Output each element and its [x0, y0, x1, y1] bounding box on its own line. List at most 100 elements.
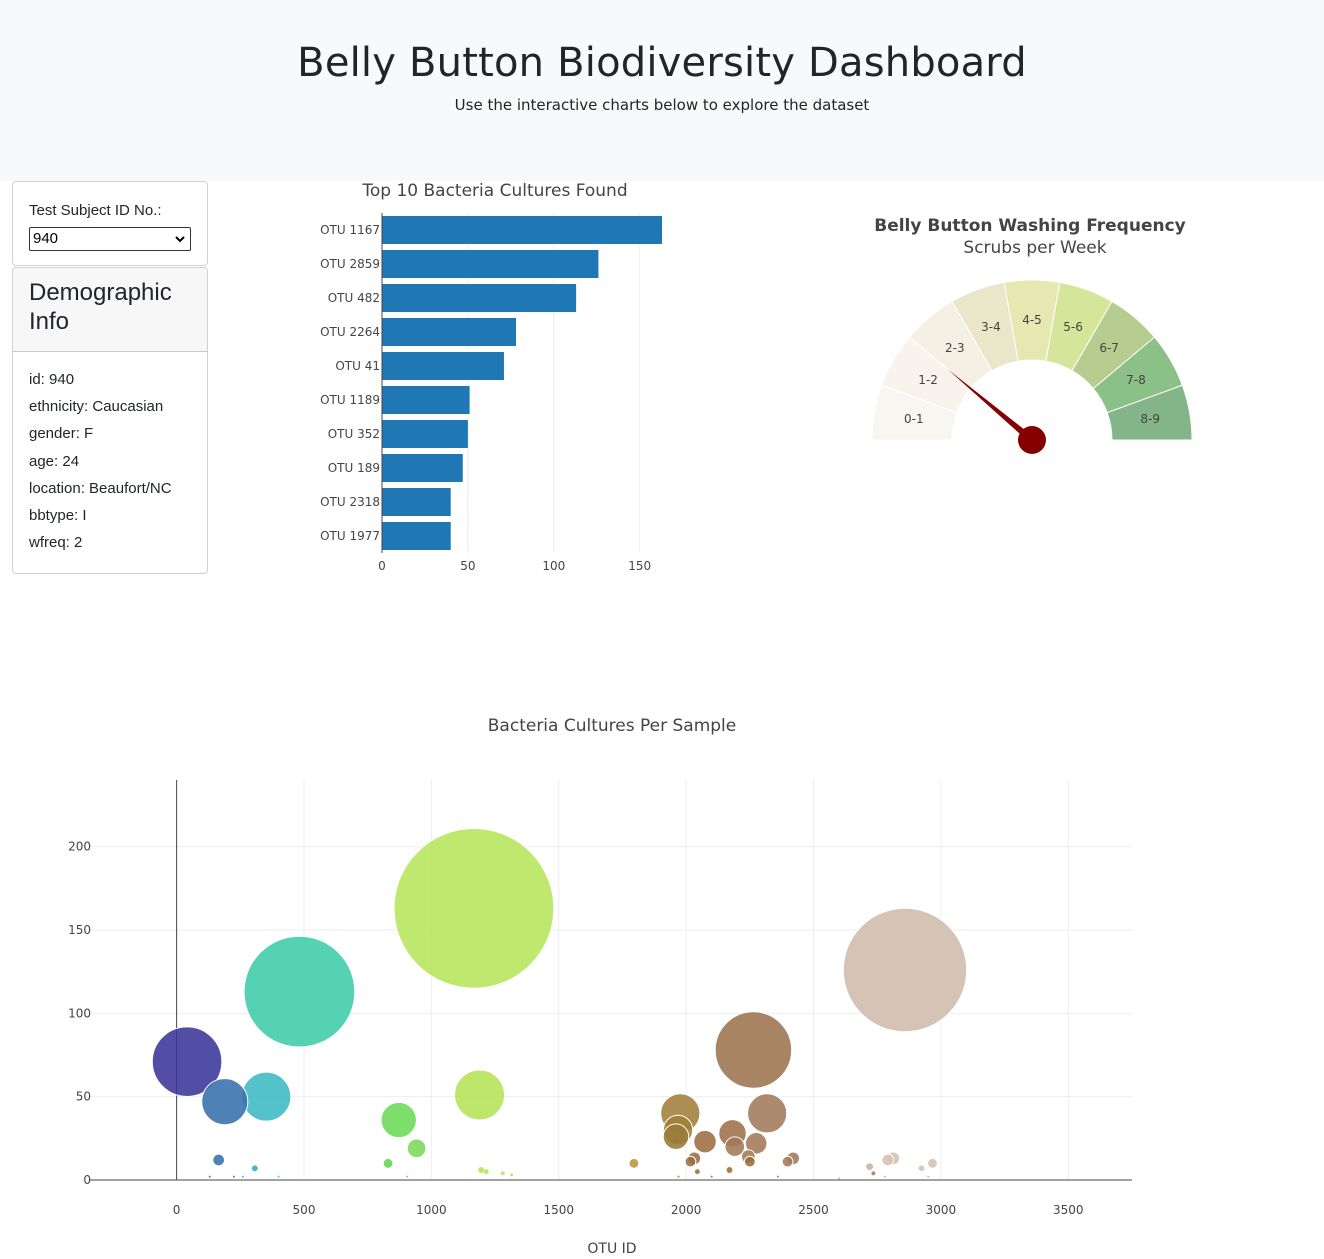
bubble-point: [747, 1093, 788, 1134]
gauge-needle: [947, 369, 1035, 443]
bubble-point: [406, 1175, 409, 1178]
bubble-point: [382, 1157, 394, 1169]
bar-mark: [382, 284, 577, 312]
demographic-wfreq: wfreq: 2: [29, 534, 83, 552]
bubble-point: [684, 1155, 697, 1168]
bar-y-tick-label: OTU 2264: [320, 325, 380, 339]
bubble-x-tick-label: 0: [173, 1203, 181, 1217]
bubble-point: [927, 1157, 938, 1169]
bar-chart-title: Top 10 Bacteria Cultures Found: [361, 181, 627, 201]
bubble-point: [151, 1026, 223, 1097]
gauge-band: [1106, 384, 1193, 441]
bar-y-tick-label: OTU 41: [335, 359, 380, 373]
bar-mark: [382, 352, 504, 380]
page-subtitle: Use the interactive charts below to expl…: [454, 96, 870, 114]
bubble-y-tick-label: 0: [83, 1173, 91, 1187]
header-banner: Belly Button Biodiversity Dashboard Use …: [0, 0, 1324, 181]
bar-mark: [382, 420, 468, 448]
gauge-band-label: 5-6: [1063, 320, 1083, 334]
bar-x-tick-label: 0: [378, 559, 386, 573]
bubble-y-tick-label: 100: [68, 1006, 91, 1020]
bubble-x-tick-label: 3000: [926, 1203, 957, 1217]
bubble-point: [212, 1153, 226, 1167]
bubble-point: [842, 907, 968, 1033]
bubble-point: [500, 1171, 505, 1176]
bubble-point: [927, 1175, 930, 1178]
gauge-band-label: 7-8: [1126, 373, 1146, 387]
bubble-point: [781, 1155, 794, 1168]
bubble-point: [478, 1167, 485, 1173]
bubble-point: [510, 1173, 514, 1177]
bubble-y-tick-label: 200: [68, 840, 91, 854]
bar-mark: [382, 216, 662, 244]
subject-id-value: 940: [33, 230, 59, 247]
bubble-point: [865, 1162, 875, 1172]
gauge-needle-hub: [1018, 426, 1046, 454]
bubble-x-tick-label: 500: [293, 1203, 316, 1217]
bubble-point: [776, 1175, 779, 1178]
bar-mark: [382, 250, 599, 278]
demographic-gender: gender: F: [29, 425, 94, 443]
bar-mark: [382, 386, 470, 414]
bubble-point: [726, 1167, 733, 1173]
subject-select-card: Test Subject ID No.: 940: [12, 181, 208, 266]
bubble-point: [241, 1071, 292, 1122]
bubble-x-tick-label: 2000: [671, 1203, 702, 1217]
bubble-chart-title: Bacteria Cultures Per Sample: [488, 716, 736, 736]
bubble-point: [710, 1175, 713, 1178]
bubble-point: [744, 1132, 768, 1155]
gauge-band-label: 8-9: [1140, 412, 1160, 426]
bar-x-tick-label: 150: [628, 559, 651, 573]
bar-mark: [382, 522, 451, 550]
gauge-subtitle: Scrubs per Week: [963, 238, 1106, 258]
subject-select-label: Test Subject ID No.:: [29, 202, 162, 219]
bubble-point: [693, 1129, 717, 1154]
bar-y-tick-label: OTU 2318: [320, 495, 380, 509]
bar-y-tick-label: OTU 352: [328, 427, 380, 441]
gauge-band-label: 0-1: [904, 412, 924, 426]
chevron-down-icon[interactable]: [174, 228, 186, 258]
bar-y-tick-label: OTU 1167: [320, 223, 380, 237]
gauge-band-label: 4-5: [1022, 313, 1042, 327]
bubble-point: [724, 1136, 746, 1157]
bubble-point: [871, 1171, 876, 1176]
bubble-point: [243, 935, 356, 1048]
bubble-x-tick-label: 3500: [1053, 1203, 1084, 1217]
demographic-id: id: 940: [29, 371, 75, 388]
bubble-point: [277, 1175, 280, 1178]
bubble-point: [208, 1175, 211, 1178]
gauge-band-label: 3-4: [981, 320, 1001, 334]
bubble-point: [662, 1123, 690, 1150]
bubble-point: [881, 1153, 895, 1167]
bubble-point: [250, 1164, 259, 1173]
bubble-point: [406, 1138, 427, 1159]
bubble-point: [838, 1177, 841, 1180]
bar-y-tick-label: OTU 482: [328, 291, 380, 305]
demographic-ethnicity: ethnicity: Caucasian: [29, 398, 164, 416]
demographic-list: id: 940 ethnicity: Caucasian gender: F a…: [13, 352, 207, 556]
gauge-title: Belly Button Washing Frequency: [874, 216, 1186, 236]
gauge-band-label: 6-7: [1099, 341, 1119, 355]
bubble-point: [232, 1175, 235, 1178]
bubble-x-tick-label: 1000: [416, 1203, 447, 1217]
subject-id-select[interactable]: 940: [29, 227, 191, 251]
bubble-point: [241, 1175, 244, 1178]
bubble-point: [454, 1069, 506, 1121]
top10-bar-chart[interactable]: 0 50 100 150 Top 10 Bacteria Cultures Found O…: [290, 178, 690, 578]
gauge-band-label: 1-2: [918, 373, 938, 387]
demographic-bbtype: bbtype: I: [29, 507, 87, 525]
demographic-age: age: 24: [29, 452, 80, 470]
bubble-point: [743, 1155, 756, 1168]
bar-mark: [382, 454, 463, 482]
bubble-point: [917, 1164, 926, 1173]
gauge-band-label: 2-3: [945, 341, 965, 355]
bubble-point: [628, 1157, 640, 1169]
bubble-y-tick-label: 50: [76, 1090, 91, 1104]
bubble-x-axis-title: OTU ID: [587, 1241, 636, 1257]
bubble-point: [483, 1169, 489, 1175]
bar-mark: [382, 318, 516, 346]
bar-y-tick-label: OTU 1977: [320, 529, 380, 543]
bar-y-tick-label: OTU 189: [328, 461, 380, 475]
